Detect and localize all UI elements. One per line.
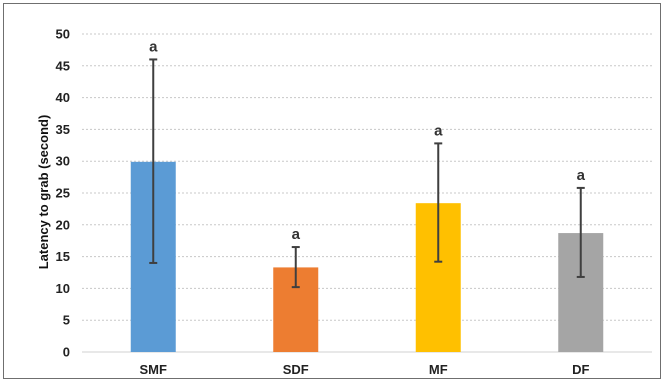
y-tick-label: 30 — [56, 154, 70, 169]
y-tick-label: 35 — [56, 122, 70, 137]
significance-label-mf: a — [434, 122, 443, 139]
y-tick-label: 15 — [56, 249, 70, 264]
y-tick-label: 10 — [56, 281, 70, 296]
significance-label-smf: a — [149, 38, 158, 55]
y-tick-label: 20 — [56, 217, 70, 232]
y-tick-label: 45 — [56, 58, 70, 73]
y-tick-label: 0 — [63, 345, 70, 360]
labels: 0 5 10 15 20 25 30 35 40 45 50 a SMF a SDF a MF a DF — [56, 27, 590, 378]
x-category-label-sdf: SDF — [283, 362, 309, 377]
x-category-label-smf: SMF — [140, 362, 168, 377]
y-tick-label: 5 — [63, 313, 70, 328]
y-tick-label: 40 — [56, 90, 70, 105]
x-category-label-mf: MF — [429, 362, 448, 377]
significance-label-sdf: a — [292, 226, 301, 243]
significance-label-df: a — [577, 167, 586, 184]
x-category-label-df: DF — [572, 362, 589, 377]
y-tick-label: 25 — [56, 186, 70, 201]
error-bars — [149, 58, 585, 289]
y-tick-label: 50 — [56, 27, 70, 42]
y-axis-title: Latency to grab (second) — [36, 115, 51, 270]
gridlines — [82, 33, 652, 353]
